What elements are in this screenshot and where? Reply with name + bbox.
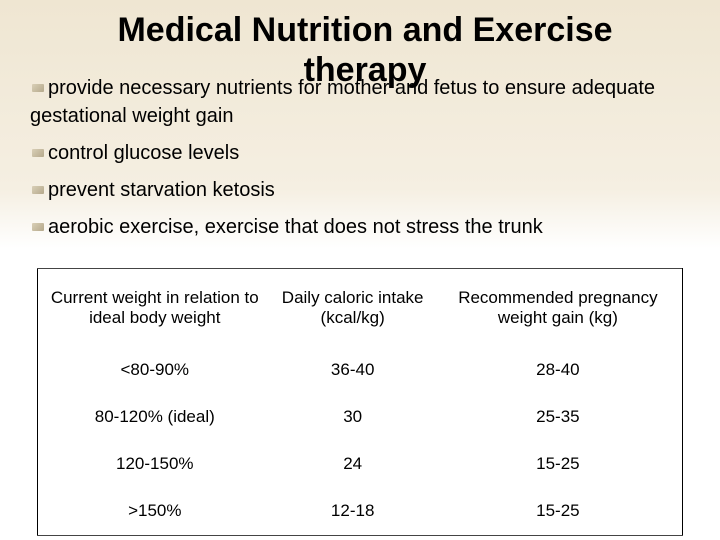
table-cell: 12-18 [330,501,375,521]
bullet-list: provide necessary nutrients for mother a… [30,74,710,250]
table-cell: 80-120% (ideal) [94,407,215,427]
header-cell: Daily caloric intake (kcal/kg) [281,288,424,327]
header-row: Current weight in relation to ideal body… [38,269,683,348]
table-cell: 30 [343,407,363,427]
header-cell: Current weight in relation to ideal body… [50,288,259,327]
bullet: aerobic exercise, exercise that does not… [30,213,710,241]
table-cell: 15-25 [536,501,580,521]
bullet: prevent starvation ketosis [30,176,710,204]
table-row: 120-150% 24 15-25 [38,441,683,488]
table-row: <80-90% 36-40 28-40 [38,347,683,394]
table-cell: <80-90% [120,360,190,380]
table-cell: 15-25 [536,454,580,474]
bullet: control glucose levels [30,139,710,167]
nutrition-table: Current weight in relation to ideal body… [37,268,683,536]
bullet: provide necessary nutrients for mother a… [30,74,710,130]
header-cell: Recommended pregnancy weight gain (kg) [458,288,658,327]
table-cell: >150% [128,501,182,521]
table-cell: 36-40 [330,360,375,380]
table-body: <80-90% 36-40 28-40 80-120% (ideal) 30 25-35 1… [38,347,683,536]
table-row: >150% 12-18 15-25 [38,488,683,536]
table-row: 80-120% (ideal) 30 25-35 [38,394,683,441]
table-cell: 24 [343,454,363,474]
table-cell: 25-35 [536,407,580,427]
table-cell: 28-40 [536,360,580,380]
table-cell: 120-150% [116,454,194,474]
slide-title: Medical Nutrition and Exercise therapy [117,11,613,89]
